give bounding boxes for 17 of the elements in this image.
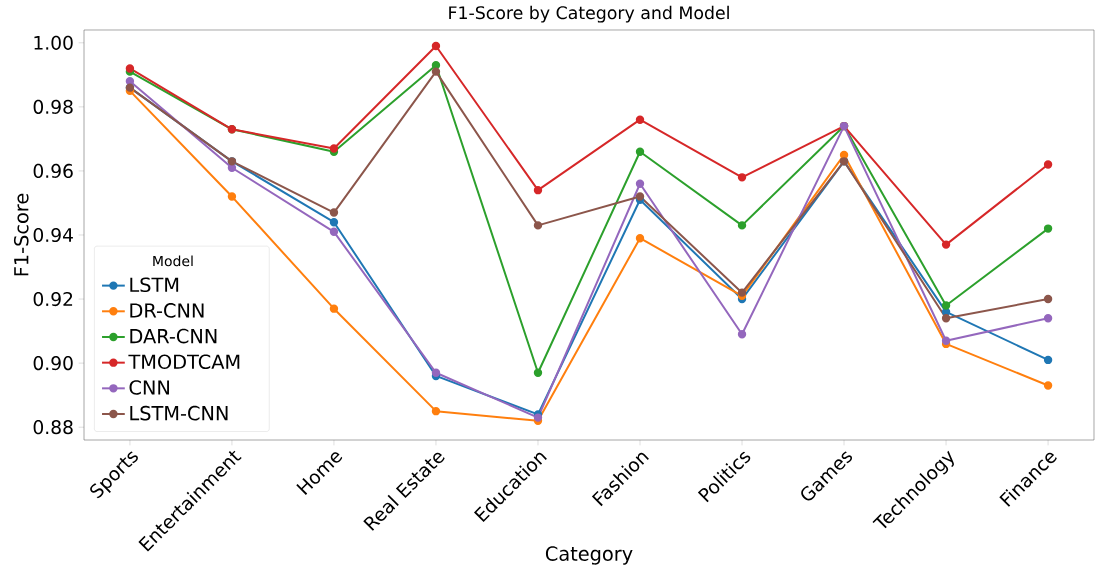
y-tick-label: 0.88 — [33, 420, 73, 435]
legend-label: DR-CNN — [130, 303, 204, 318]
legend-label: LSTM — [130, 277, 179, 293]
y-tick-label: 0.92 — [33, 291, 73, 307]
y-tick-label: 0.98 — [33, 99, 73, 114]
legend-label: DAR-CNN — [130, 328, 217, 344]
y-tick-label: 0.94 — [33, 227, 73, 243]
legend-label: LSTM-CNN — [130, 405, 228, 421]
chart-title: F1-Score by Category and Model — [449, 5, 729, 23]
legend-label: CNN — [129, 380, 169, 395]
y-tick-label: 0.96 — [33, 163, 73, 178]
y-tick-label: 0.90 — [33, 356, 73, 371]
legend-label: TMODTCAM — [128, 354, 240, 370]
y-axis-title: F1-Score — [13, 193, 29, 276]
x-axis-title: Category — [545, 546, 633, 565]
legend-title: Model — [153, 255, 193, 267]
y-tick-label: 1.00 — [34, 35, 73, 50]
